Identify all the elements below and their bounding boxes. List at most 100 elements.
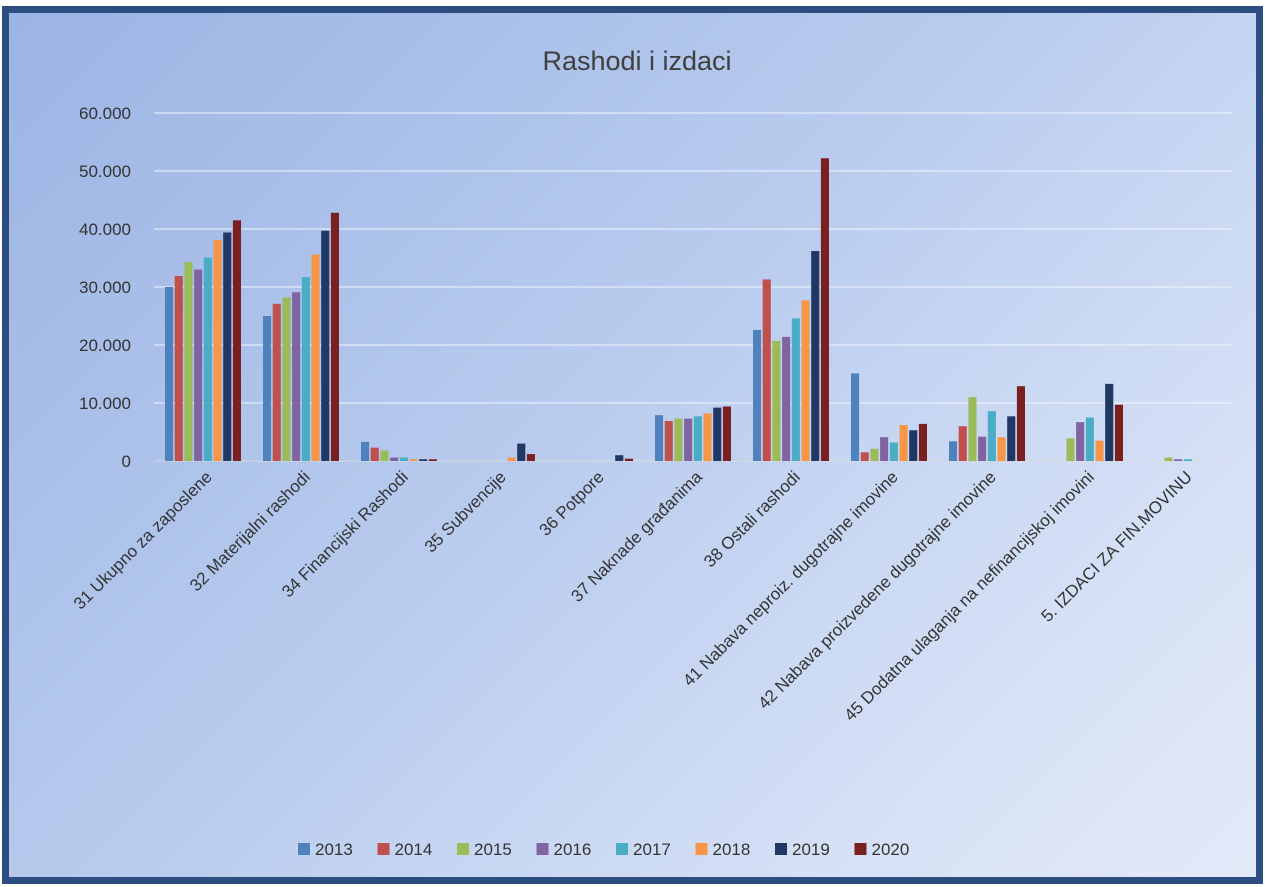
bar: [1105, 383, 1114, 461]
y-tick-label: 20.000: [79, 336, 131, 355]
chart-title: Rashodi i izdaci: [542, 46, 731, 76]
legend-swatch: [616, 843, 628, 855]
bar: [987, 411, 996, 461]
bar: [693, 416, 702, 461]
bar: [223, 232, 232, 461]
bar: [722, 406, 731, 461]
bar: [301, 277, 310, 461]
legend-label: 2014: [395, 840, 433, 859]
y-tick-label: 0: [122, 452, 131, 471]
bar: [674, 418, 683, 461]
bar: [624, 458, 633, 461]
bar: [1183, 459, 1192, 461]
bar: [684, 418, 693, 461]
bar: [507, 457, 516, 461]
legend-swatch: [854, 843, 867, 855]
bar: [311, 254, 320, 461]
bar: [958, 426, 967, 461]
bar: [1164, 457, 1173, 461]
bar: [292, 292, 301, 461]
legend-swatch: [457, 843, 469, 855]
x-tick-label: 31 Ukupno za zaposlene: [70, 467, 216, 613]
bar: [968, 397, 977, 461]
bar: [165, 287, 174, 461]
x-tick-label: 36 Potpore: [536, 467, 608, 539]
y-tick-label: 40.000: [79, 220, 131, 239]
x-tick-label: 38 Ostali rashodi: [700, 467, 804, 571]
bar: [361, 441, 370, 461]
bar: [174, 275, 183, 461]
bar: [380, 450, 389, 461]
bar: [330, 212, 339, 461]
legend-label: 2019: [792, 840, 830, 859]
bar: [1174, 459, 1183, 461]
bar: [664, 420, 673, 461]
bar: [899, 425, 908, 461]
legend-swatch: [695, 843, 708, 855]
bar: [321, 230, 330, 461]
bar: [978, 436, 987, 461]
bar: [753, 329, 762, 461]
y-axis-ticks: 0 10.000 20.000 30.000 40.000 50.000 60.000: [79, 104, 131, 471]
bar: [713, 407, 722, 461]
bar: [272, 303, 281, 461]
bar: [1085, 417, 1094, 461]
bar: [184, 262, 193, 461]
bar: [918, 423, 927, 461]
legend: 2013 2014 2015 2016 2017 2018 2019 2020: [298, 840, 909, 859]
bar: [851, 373, 860, 461]
bar: [399, 457, 408, 461]
bar: [517, 443, 526, 461]
x-tick-label: 41 Nabava neproiz. dugotrajne imovine: [679, 467, 902, 690]
bar: [997, 437, 1006, 461]
bar: [428, 459, 437, 461]
legend-label: 2018: [713, 840, 751, 859]
bar: [232, 220, 241, 461]
bar: [203, 257, 212, 461]
bar: [615, 455, 624, 461]
x-tick-label: 35 Subvencije: [421, 467, 510, 556]
bar: [194, 269, 203, 461]
bar: [1114, 404, 1123, 461]
bar: [860, 452, 869, 461]
bar: [409, 459, 418, 461]
bar: [909, 430, 918, 461]
legend-label: 2017: [633, 840, 671, 859]
bar: [811, 251, 820, 461]
y-tick-label: 50.000: [79, 162, 131, 181]
legend-swatch: [536, 843, 549, 855]
bar: [655, 415, 664, 461]
legend-swatch: [377, 843, 390, 855]
bar: [791, 318, 800, 461]
bar: [282, 297, 291, 461]
legend-swatch: [298, 843, 310, 855]
bar: [762, 279, 771, 461]
bar: [1016, 386, 1025, 461]
bar: [263, 316, 272, 461]
chart-frame: [2, 6, 1263, 884]
y-tick-label: 30.000: [79, 278, 131, 297]
bar: [703, 413, 712, 461]
bar: [949, 441, 958, 461]
bar: [419, 459, 428, 461]
bar: [870, 448, 879, 461]
bar: [782, 336, 791, 461]
bar: [1066, 438, 1075, 461]
bar: [526, 454, 535, 461]
bar: [1095, 440, 1104, 461]
legend-label: 2013: [315, 840, 353, 859]
bar: [880, 437, 889, 461]
bar: [820, 158, 829, 462]
bar: [1076, 422, 1085, 461]
bars: [165, 158, 1192, 462]
legend-label: 2020: [872, 840, 910, 859]
legend-label: 2016: [554, 840, 592, 859]
bar: [370, 447, 379, 461]
legend-label: 2015: [474, 840, 512, 859]
bar: [889, 442, 898, 461]
bar: [1007, 416, 1016, 461]
y-tick-label: 10.000: [79, 394, 131, 413]
bar: [390, 457, 399, 461]
